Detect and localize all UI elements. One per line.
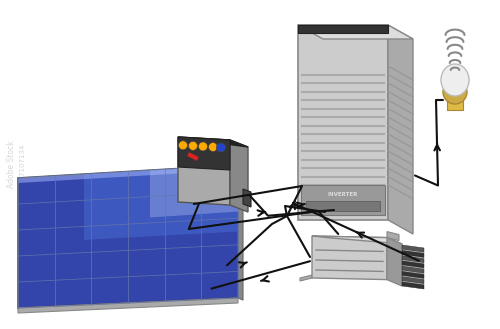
Polygon shape (18, 165, 238, 308)
Polygon shape (402, 266, 424, 273)
Polygon shape (243, 189, 251, 207)
Polygon shape (178, 137, 248, 147)
Text: INVERTER: INVERTER (328, 192, 358, 197)
Circle shape (208, 142, 218, 152)
Polygon shape (402, 245, 424, 252)
Polygon shape (298, 25, 388, 220)
Circle shape (216, 143, 226, 152)
Circle shape (178, 141, 188, 150)
Circle shape (198, 142, 207, 151)
Polygon shape (298, 25, 388, 33)
Polygon shape (18, 165, 238, 183)
Polygon shape (402, 276, 424, 284)
Polygon shape (402, 256, 424, 263)
Polygon shape (312, 236, 387, 280)
Polygon shape (402, 271, 424, 279)
Polygon shape (387, 238, 402, 286)
Polygon shape (298, 25, 413, 39)
Polygon shape (402, 261, 424, 268)
Circle shape (443, 80, 467, 104)
Polygon shape (238, 165, 243, 300)
Polygon shape (402, 250, 424, 258)
Polygon shape (230, 140, 248, 212)
Ellipse shape (441, 64, 469, 96)
Text: Adobe Stock: Adobe Stock (8, 140, 16, 188)
Polygon shape (300, 275, 312, 281)
Polygon shape (84, 165, 238, 240)
Polygon shape (178, 137, 230, 205)
Polygon shape (447, 92, 463, 110)
Polygon shape (178, 137, 230, 170)
Polygon shape (388, 25, 413, 234)
Polygon shape (18, 298, 238, 313)
Circle shape (188, 141, 198, 150)
Polygon shape (150, 165, 238, 217)
Polygon shape (312, 236, 402, 244)
Text: 367107134: 367107134 (19, 144, 25, 184)
Polygon shape (306, 201, 380, 211)
Polygon shape (301, 185, 385, 215)
Polygon shape (387, 232, 399, 240)
Polygon shape (402, 282, 424, 289)
